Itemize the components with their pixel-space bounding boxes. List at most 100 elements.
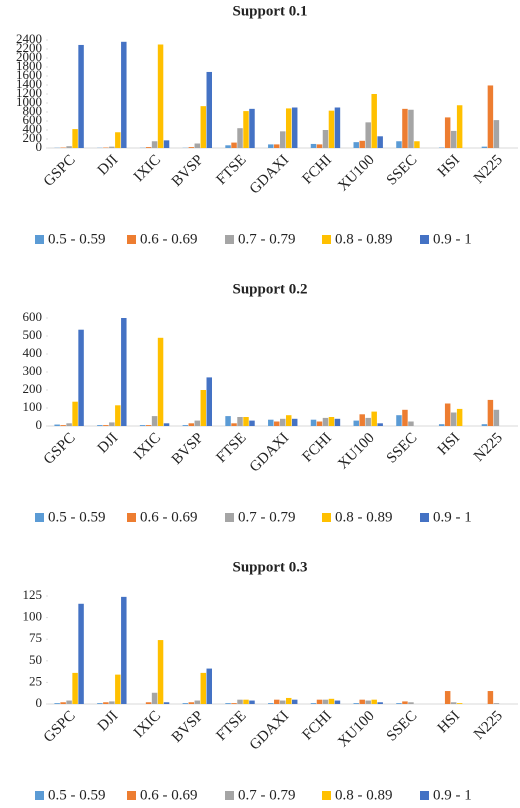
bar	[72, 401, 78, 426]
bar	[316, 699, 323, 704]
bar	[334, 700, 341, 704]
x-tick-label: N225	[471, 430, 506, 465]
bar	[402, 409, 408, 426]
bar	[285, 697, 292, 704]
bar	[66, 700, 72, 704]
bar	[231, 703, 237, 704]
bar	[268, 144, 274, 148]
bar	[163, 140, 170, 148]
legend-label: 0.9 - 1	[433, 509, 472, 525]
bar	[353, 420, 359, 426]
y-tick-label: 100	[23, 609, 43, 624]
bar	[151, 416, 158, 426]
y-tick-label: 0	[36, 417, 43, 432]
bar	[450, 130, 457, 148]
bar	[145, 425, 152, 426]
x-tick-label: DJI	[95, 430, 122, 457]
legend-label: 0.8 - 0.89	[335, 787, 393, 803]
x-tick-label: SSEC	[384, 430, 421, 467]
bar	[456, 408, 463, 426]
bar	[291, 699, 298, 704]
x-tick-label: IXIC	[131, 152, 164, 185]
bar	[450, 702, 457, 704]
bar	[97, 425, 103, 426]
x-tick-label: IXIC	[131, 708, 164, 741]
legend-label: 0.6 - 0.69	[140, 787, 198, 803]
bar	[225, 416, 231, 426]
legend-label: 0.6 - 0.69	[140, 509, 198, 525]
legend-label: 0.8 - 0.89	[335, 509, 393, 525]
x-tick-label: FCHI	[299, 708, 334, 743]
bar	[285, 108, 292, 148]
bar	[402, 108, 408, 148]
bar	[328, 698, 335, 704]
bar	[371, 411, 377, 426]
bar	[377, 136, 383, 148]
bar	[322, 130, 329, 148]
bar	[444, 117, 451, 148]
bar	[359, 699, 365, 704]
bar	[225, 703, 231, 704]
x-tick-label: BVSP	[169, 708, 207, 746]
bar	[115, 674, 121, 704]
bar	[353, 142, 359, 148]
bar	[231, 423, 237, 426]
legend-swatch	[420, 513, 429, 522]
x-tick-label: GDAXI	[247, 708, 292, 753]
x-tick-label: GSPC	[41, 430, 79, 468]
legend-label: 0.7 - 0.79	[238, 509, 296, 525]
bar	[157, 640, 164, 704]
legend-label: 0.5 - 0.59	[48, 787, 106, 803]
bar	[322, 699, 329, 704]
y-tick-label: 100	[23, 399, 43, 414]
x-tick-label: SSEC	[384, 152, 421, 189]
bar	[206, 377, 212, 426]
bar	[365, 417, 371, 426]
bar	[103, 425, 109, 426]
legend-swatch	[420, 791, 429, 800]
bar	[456, 105, 463, 148]
bar	[402, 701, 408, 704]
bar	[151, 141, 158, 148]
y-tick-label: 400	[23, 345, 43, 360]
bar	[115, 132, 121, 148]
bar	[139, 425, 146, 426]
legend-swatch	[322, 235, 331, 244]
bar	[310, 703, 317, 704]
bar	[243, 111, 249, 148]
x-tick-label: DJI	[95, 708, 122, 735]
bar	[487, 691, 494, 704]
bar	[54, 424, 60, 426]
y-tick-label: 2000	[16, 49, 42, 64]
bar	[225, 145, 231, 148]
y-tick-label: 125	[23, 587, 43, 602]
bar	[206, 668, 212, 704]
bar	[243, 699, 249, 704]
bar	[274, 421, 280, 426]
x-tick-label: FCHI	[299, 152, 334, 187]
y-tick-label: 800	[23, 103, 43, 118]
legend-label: 0.7 - 0.79	[238, 231, 296, 247]
x-tick-label: XU100	[335, 708, 378, 751]
bar	[450, 412, 457, 426]
legend-swatch	[127, 513, 136, 522]
bar	[78, 603, 84, 704]
legend-label: 0.9 - 1	[433, 231, 472, 247]
bar	[334, 107, 341, 148]
legend-swatch	[35, 235, 44, 244]
bar	[237, 128, 243, 148]
y-tick-label: 1600	[16, 67, 42, 82]
bar	[157, 337, 164, 426]
bar	[438, 424, 445, 426]
bar	[97, 703, 103, 704]
x-tick-label: N225	[471, 708, 506, 743]
legend-swatch	[225, 791, 234, 800]
bar	[322, 417, 329, 426]
y-tick-label: 200	[23, 381, 43, 396]
bar	[274, 144, 280, 148]
legend-swatch	[322, 513, 331, 522]
bar	[188, 147, 195, 148]
y-tick-label: 75	[29, 630, 42, 645]
legend-swatch	[127, 791, 136, 800]
